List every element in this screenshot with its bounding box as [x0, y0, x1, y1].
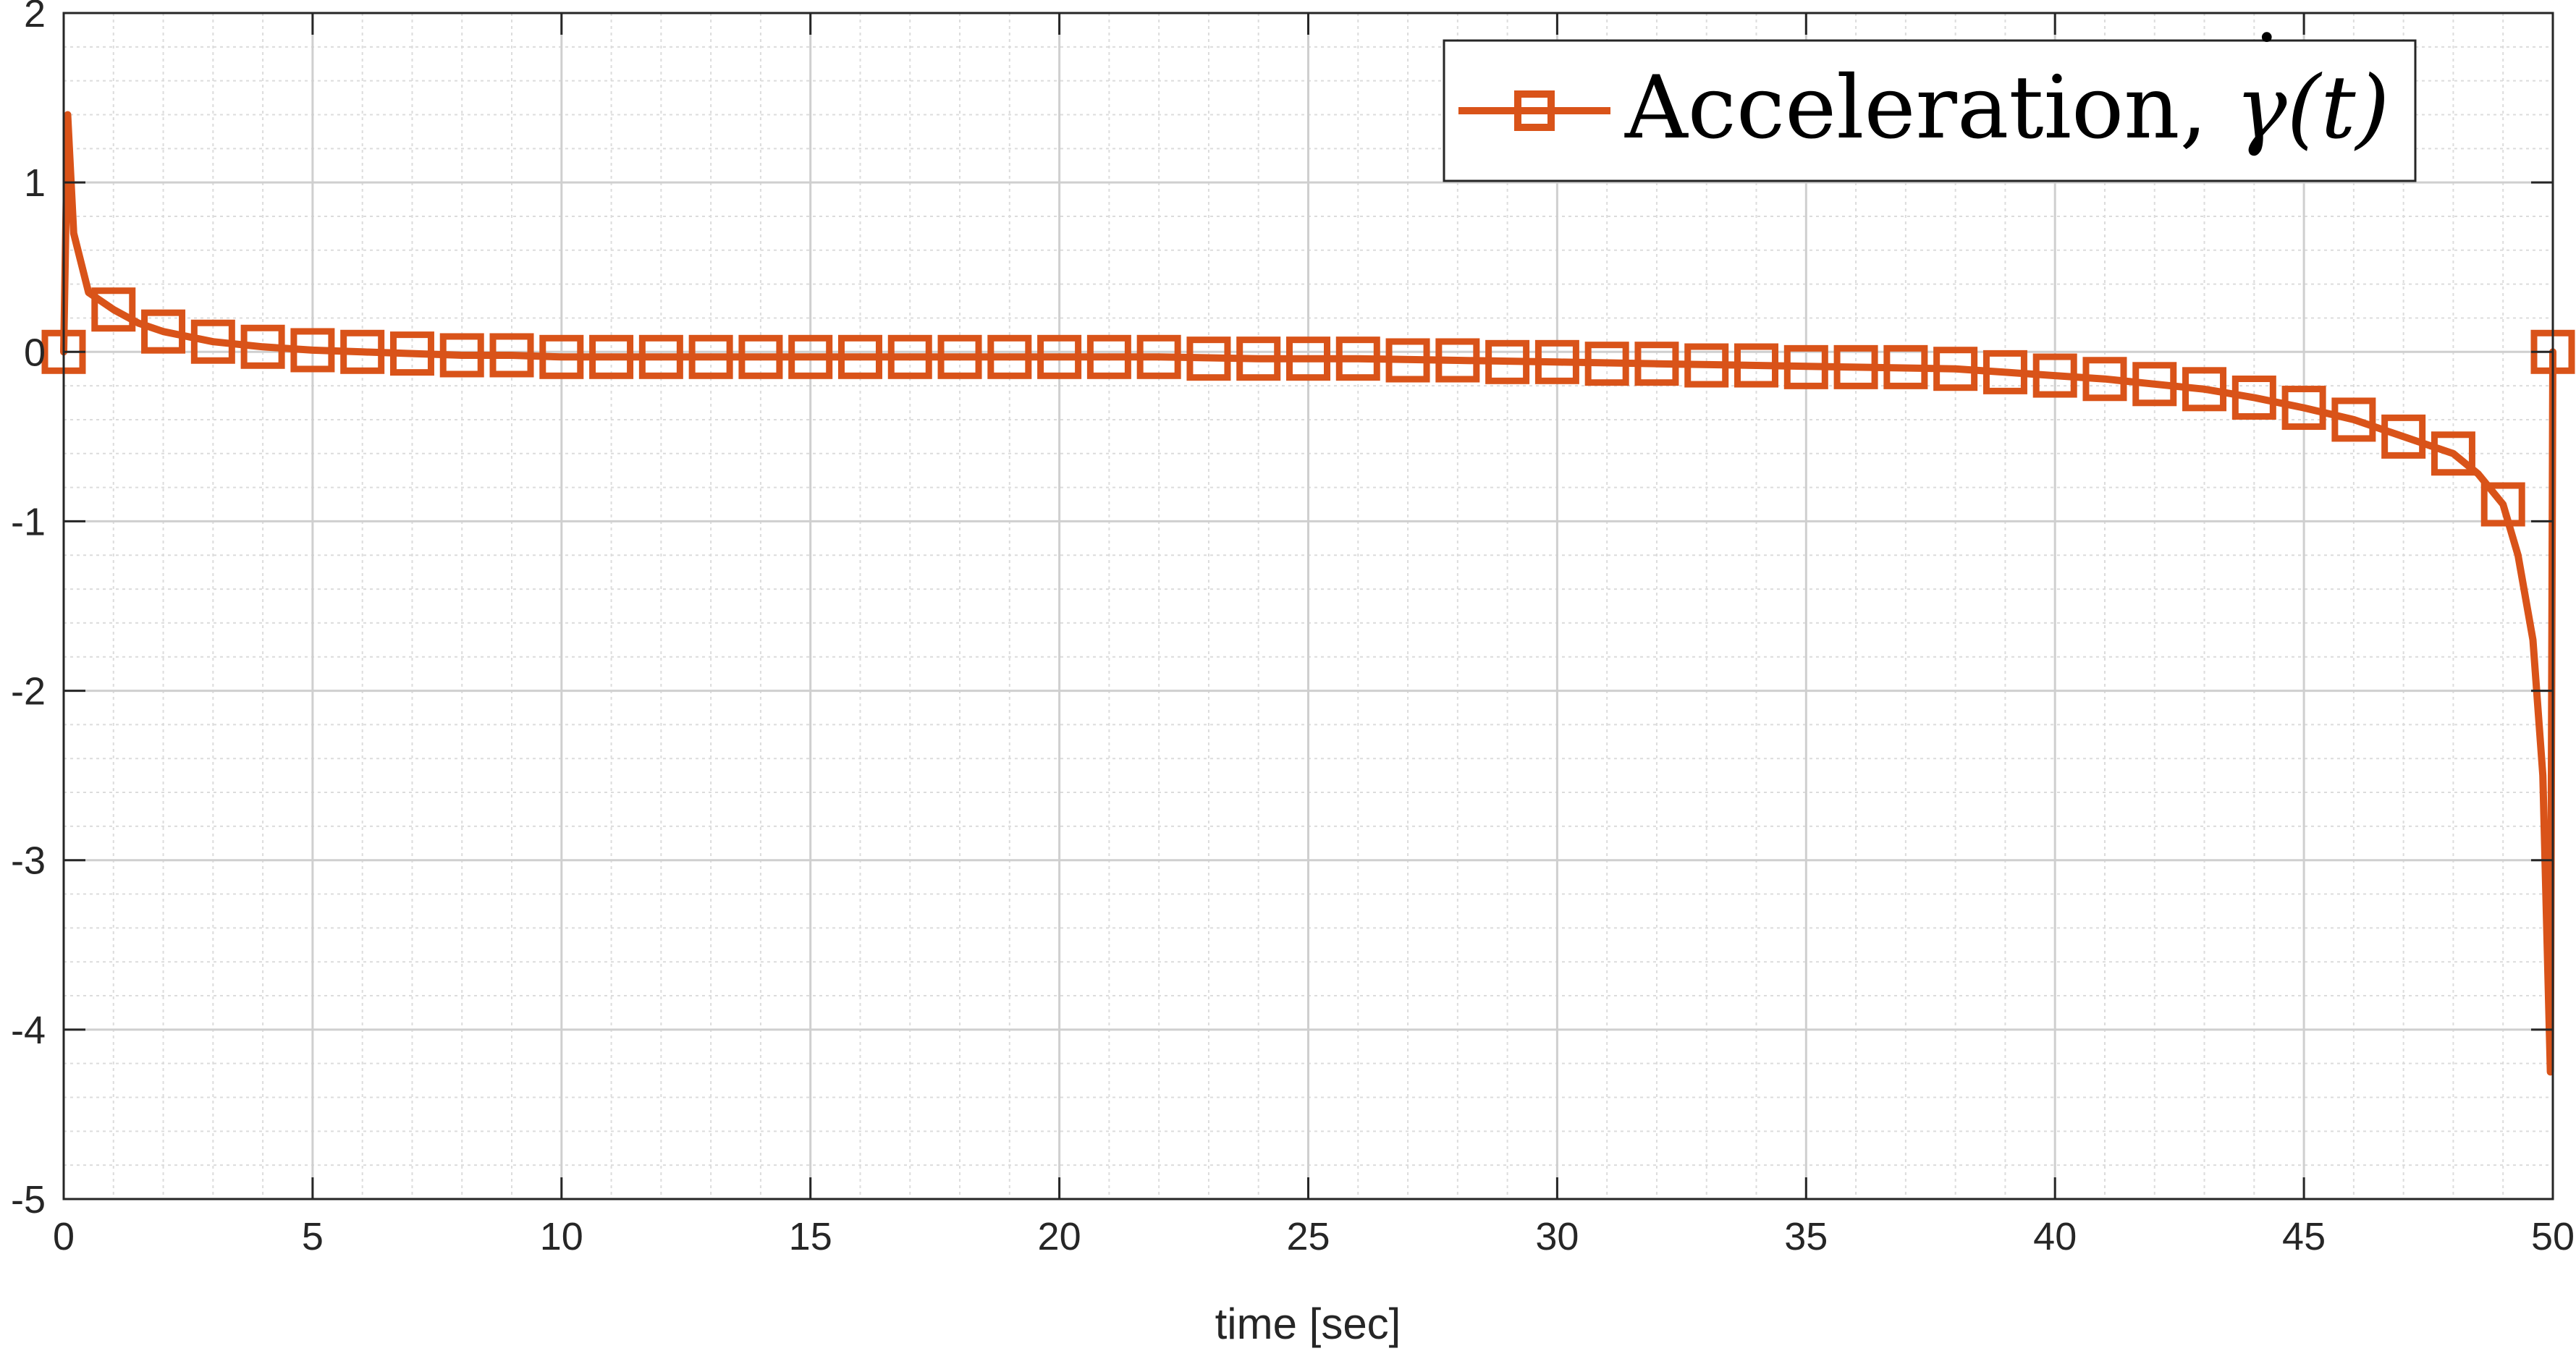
x-tick-label: 20: [1038, 1215, 1081, 1258]
series-marker: [2082, 357, 2127, 402]
series-marker: [1734, 343, 1779, 388]
series-marker: [1037, 334, 1082, 379]
y-tick-label: -4: [11, 1009, 46, 1052]
series-marker: [1136, 334, 1181, 379]
series-marker: [887, 334, 932, 379]
series-marker: [240, 324, 285, 369]
legend-marker-sample: [1514, 90, 1555, 131]
series-marker: [389, 331, 434, 376]
series-marker: [91, 287, 136, 332]
legend-entry-label: Acceleration, γ(t): [1624, 58, 2389, 158]
series-marker: [340, 329, 385, 374]
x-tick-label: 0: [53, 1215, 75, 1258]
legend-entry-text: Acceleration,: [1624, 58, 2235, 158]
series-marker: [1634, 342, 1679, 386]
series-marker: [2281, 386, 2326, 431]
series-marker: [1584, 342, 1629, 386]
y-tick-label: -5: [11, 1178, 46, 1221]
series-marker: [788, 334, 833, 379]
y-tick-label: 0: [24, 331, 46, 374]
y-tick-label: -3: [11, 839, 46, 883]
series-marker: [589, 334, 634, 379]
series-marker: [2431, 431, 2475, 476]
series-marker: [1186, 336, 1231, 381]
series-marker: [2381, 414, 2426, 459]
series-marker: [1335, 336, 1380, 381]
legend: Acceleration, γ(t) ˙: [1443, 19, 2417, 182]
series-marker: [987, 334, 1032, 379]
series-line-group: [60, 111, 2556, 1076]
x-tick-label: 10: [540, 1215, 583, 1258]
x-axis-label: time [sec]: [1215, 1300, 1401, 1348]
series-marker: [2231, 376, 2276, 420]
series-marker: [290, 328, 335, 373]
series-marker: [688, 334, 733, 379]
x-tick-labels: 0 5 10 15 20 25 30 35 40 45 50: [53, 1215, 2575, 1258]
series-marker: [1982, 350, 2027, 394]
series-marker: [439, 333, 484, 378]
series-marker: [1435, 338, 1480, 383]
series-marker: [1833, 344, 1878, 389]
series-marker: [1783, 344, 1828, 389]
x-tick-label: 40: [2033, 1215, 2077, 1258]
series-marker: [638, 334, 683, 379]
series-marker: [738, 334, 783, 379]
series-marker: [190, 319, 235, 364]
series-marker: [1385, 338, 1430, 383]
y-tick-labels: -5 -4 -3 -2 -1 0 1 2: [11, 0, 46, 1221]
x-tick-label: 45: [2282, 1215, 2326, 1258]
x-tick-label: 25: [1286, 1215, 1330, 1258]
x-tick-label: 30: [1535, 1215, 1579, 1258]
series-marker: [937, 334, 982, 379]
series-marker: [1534, 339, 1579, 384]
series-marker: [1883, 344, 1928, 389]
series-marker: [1485, 339, 1530, 384]
y-tick-label: -1: [11, 500, 46, 543]
series-marker: [2331, 397, 2376, 442]
x-tick-label: 35: [1784, 1215, 1828, 1258]
legend-entry-math-arg: (t): [2287, 58, 2390, 158]
legend-entry-math-dot: ˙: [2245, 19, 2289, 119]
series-marker: [837, 334, 882, 379]
x-tick-label: 15: [789, 1215, 832, 1258]
series-marker: [2032, 353, 2077, 398]
legend-entry-math-base: γ: [2235, 58, 2287, 158]
axis-ticks: [62, 12, 2554, 1200]
series-marker: [2132, 362, 2177, 407]
series-marker: [2182, 367, 2227, 412]
series-marker: [1236, 336, 1281, 381]
series-marker: [141, 309, 186, 354]
series-marker-group: [41, 287, 2575, 527]
series-marker: [1684, 343, 1729, 388]
series-marker: [489, 333, 534, 378]
series-marker: [1286, 336, 1330, 381]
x-tick-label: 5: [302, 1215, 324, 1258]
x-tick-label: 50: [2531, 1215, 2575, 1258]
y-tick-label: 1: [24, 161, 46, 205]
series-line: [60, 111, 2556, 1076]
series-marker: [2480, 482, 2525, 527]
y-tick-label: -2: [11, 670, 46, 713]
series-marker: [1933, 347, 1978, 391]
series-marker: [539, 334, 584, 379]
series-marker: [1086, 334, 1131, 379]
y-tick-label: 2: [24, 0, 46, 35]
